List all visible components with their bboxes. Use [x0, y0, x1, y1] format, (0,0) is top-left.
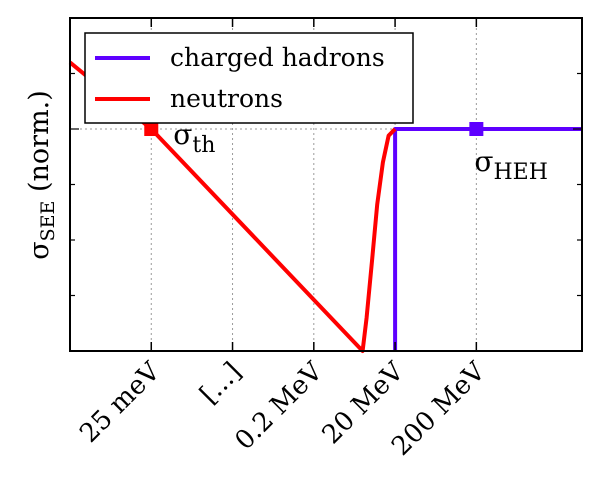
- marker-label-sub: HEH: [493, 160, 547, 185]
- y-axis-label-rest: (norm.): [24, 90, 55, 200]
- marker-label-neutrons: σth: [173, 118, 215, 158]
- legend-box: [84, 32, 414, 124]
- legend: charged hadrons neutrons: [84, 32, 414, 124]
- legend-label-neutrons: neutrons: [170, 84, 283, 113]
- series-marker-neutrons: [144, 122, 159, 136]
- marker-label-main: σ: [173, 118, 192, 151]
- y-axis-label: σSEE (norm.): [24, 90, 59, 260]
- marker-label-sub: th: [192, 133, 215, 158]
- x-tick-label: 0.2 MeV: [229, 356, 329, 456]
- y-axis-label-main: σ: [24, 241, 55, 259]
- legend-label-charged-hadrons: charged hadrons: [170, 43, 385, 72]
- x-tick-label: [...]: [194, 357, 247, 410]
- marker-label-main: σ: [474, 145, 493, 178]
- series-line-neutrons: [68, 60, 397, 353]
- axis-ticks: [70, 18, 582, 351]
- marker-label-charged-hadrons: σHEH: [474, 145, 548, 185]
- series-layer: [68, 60, 582, 353]
- x-tick-label: 25 meV: [74, 356, 167, 449]
- y-axis-label-sub: SEE: [37, 201, 59, 242]
- series-marker-charged-hadrons: [469, 122, 484, 136]
